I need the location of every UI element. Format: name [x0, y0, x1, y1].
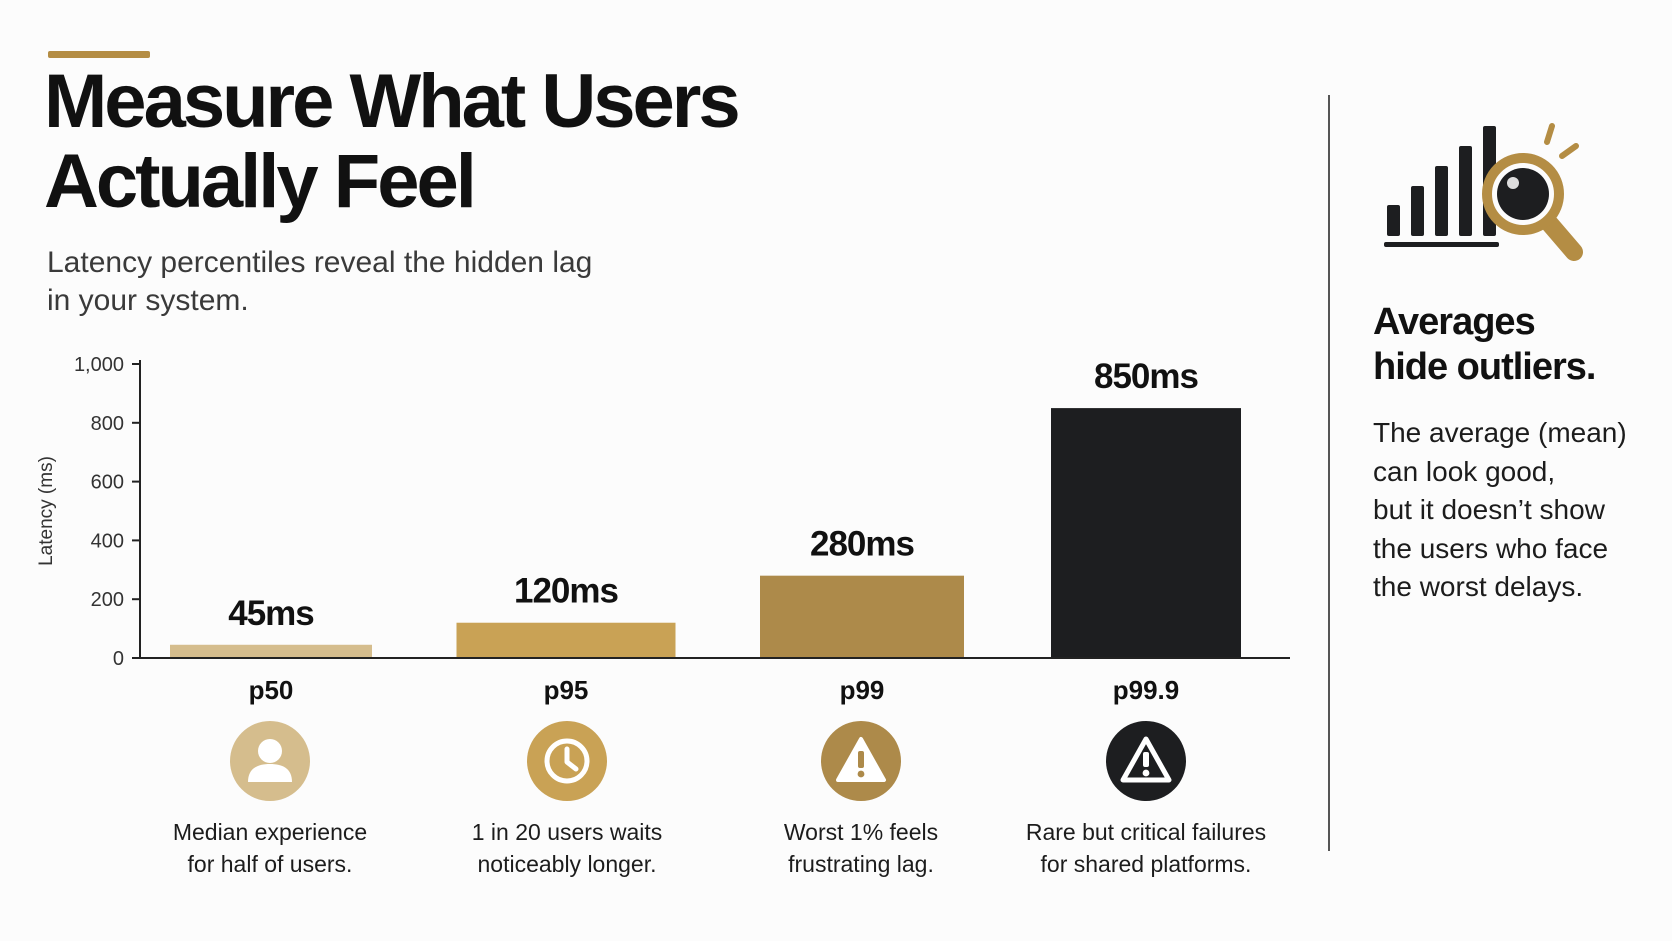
magnified-bar-chart-icon: [1384, 123, 1583, 261]
sidebar-heading-line-2: hide outliers.: [1373, 346, 1596, 388]
p50-description-line-1: Median experience: [172, 819, 368, 845]
sidebar-text-line-5: the worst delays.: [1373, 571, 1584, 602]
p95-description-line-2: noticeably longer.: [477, 851, 657, 877]
p50-description: Median experience for half of users.: [110, 816, 430, 880]
alert-icon: [1106, 721, 1186, 801]
x-tick-label-p99-9: p99.9: [1113, 675, 1180, 705]
page-title-line-1: Measure What Users: [44, 59, 741, 144]
page-title: Measure What Users Actually Feel: [44, 62, 944, 222]
data-label-p99: 280ms: [810, 525, 915, 564]
sidebar-text-line-3: but it doesn’t show: [1373, 494, 1605, 525]
y-tick-label: 800: [91, 413, 124, 435]
latency-bar-chart: 0 200 400 600 800 1,000 Latency (ms) 45ms p50 120…: [36, 354, 1290, 705]
p99-description: Worst 1% feels frustrating lag.: [701, 816, 1021, 880]
sidebar-heading: Averages hide outliers.: [1373, 300, 1663, 390]
p50-description-line-2: for half of users.: [187, 851, 353, 877]
y-tick-label: 1,000: [74, 354, 124, 376]
bar-p99: [760, 575, 964, 658]
warning-icon-dot: [857, 770, 865, 778]
x-tick-label-p50: p50: [249, 675, 294, 705]
page-subtitle-line-2: in your system.: [47, 284, 249, 317]
p95-description-line-1: 1 in 20 users waits: [471, 819, 663, 845]
y-tick-label: 200: [91, 589, 124, 611]
data-label-p50: 45ms: [228, 594, 314, 633]
warning-icon-mark: [858, 751, 864, 768]
p99-9-description-line-2: for shared platforms.: [1040, 851, 1252, 877]
bar-p50: [170, 644, 372, 658]
sidebar-text: The average (mean) can look good, but it…: [1373, 414, 1668, 607]
data-label-p95: 120ms: [514, 572, 619, 611]
y-tick-label: 0: [113, 648, 124, 670]
p99-9-description-line-1: Rare but critical failures: [1025, 819, 1267, 845]
y-axis-title: Latency (ms): [36, 456, 57, 566]
vertical-divider: [1328, 95, 1330, 851]
x-tick-label-p99: p99: [840, 675, 885, 705]
sidebar-text-line-2: can look good,: [1373, 455, 1556, 487]
page-title-line-2: Actually Feel: [44, 139, 477, 224]
p95-description: 1 in 20 users waits noticeably longer.: [407, 816, 727, 880]
x-tick-label-p95: p95: [544, 675, 589, 705]
y-tick-label: 600: [91, 472, 124, 494]
accent-bar: [48, 51, 150, 58]
sidebar-heading-line-1: Averages: [1373, 301, 1536, 343]
sidebar-text-line-4: the users who face: [1373, 532, 1609, 564]
p99-description-line-2: frustrating lag.: [788, 851, 934, 877]
bar-p99-9: [1051, 408, 1241, 658]
p99-description-line-1: Worst 1% feels: [783, 819, 939, 845]
sidebar-text-line-1: The average (mean): [1373, 417, 1627, 448]
y-tick-label: 400: [91, 530, 124, 552]
user-icon: [230, 721, 310, 801]
bar-p95: [456, 622, 676, 658]
warning-icon: [821, 721, 901, 801]
p99-9-description: Rare but critical failures for shared pl…: [986, 816, 1306, 880]
page-subtitle-line-1: Latency percentiles reveal the hidden la…: [47, 246, 593, 279]
clock-icon: [527, 721, 607, 801]
data-label-p99-9: 850ms: [1094, 357, 1199, 396]
page-subtitle: Latency percentiles reveal the hidden la…: [47, 244, 667, 320]
